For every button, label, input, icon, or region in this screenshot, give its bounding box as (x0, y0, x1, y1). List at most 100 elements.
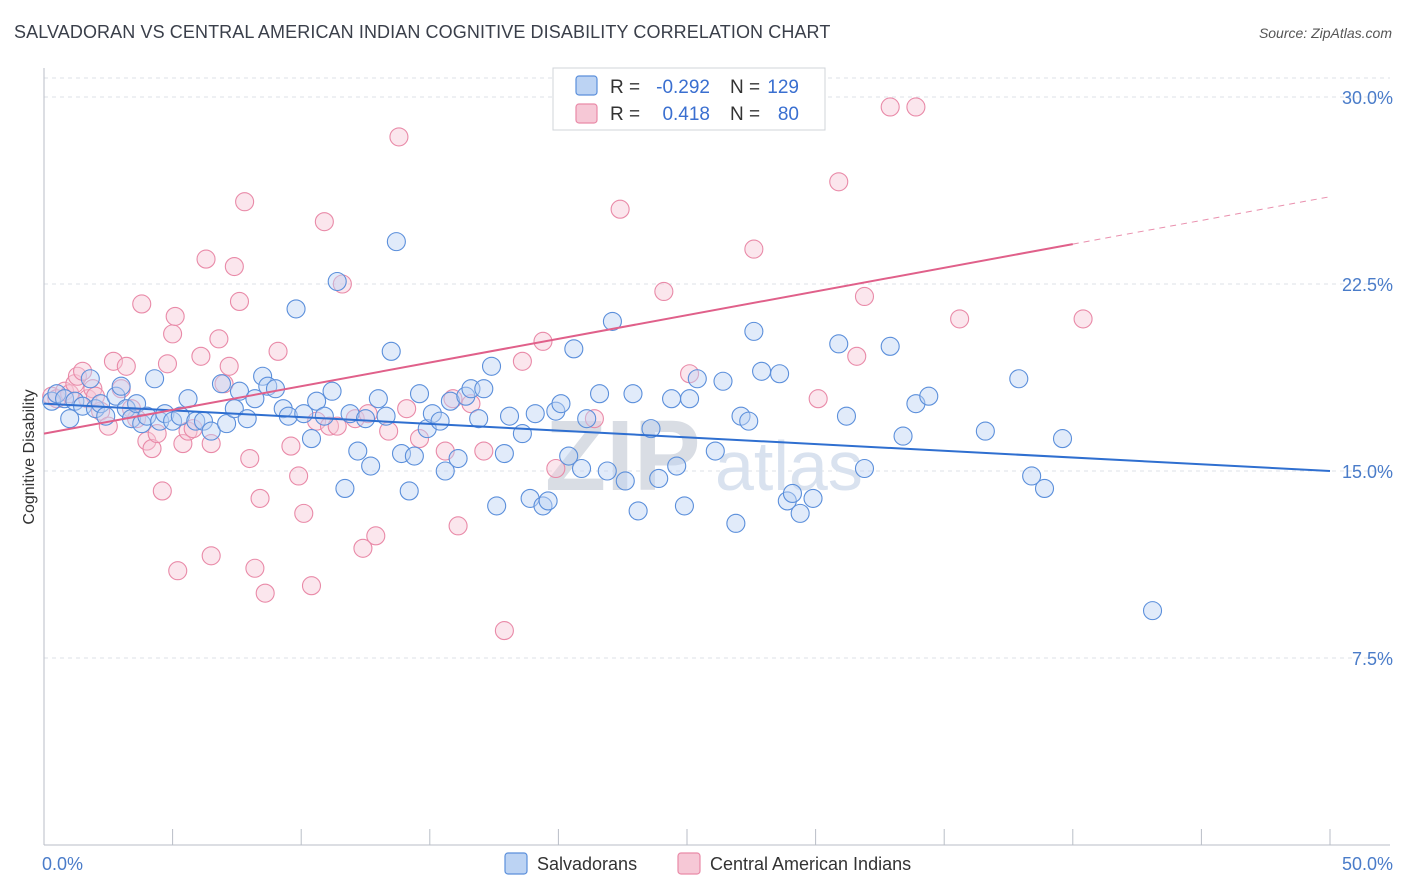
data-point-salvadorans (559, 446, 579, 466)
data-point-salvadorans (680, 389, 700, 409)
series-central-american-indians (42, 97, 1093, 641)
data-point-salvadorans (361, 456, 381, 476)
data-point-central-american-indians (474, 441, 494, 461)
data-point-salvadorans (744, 321, 764, 341)
data-point-salvadorans (782, 483, 803, 503)
x-ticks (43, 829, 1331, 845)
data-point-central-american-indians (229, 291, 250, 312)
data-point-central-american-indians (142, 439, 162, 459)
data-point-central-american-indians (584, 409, 604, 429)
data-point-central-american-indians (366, 526, 386, 546)
data-point-central-american-indians (196, 249, 216, 269)
data-point-central-american-indians (224, 256, 244, 277)
data-point-central-american-indians (235, 192, 255, 212)
data-point-salvadorans (386, 232, 406, 252)
legend-r-label-1: R = (610, 77, 640, 98)
data-point-salvadorans (265, 379, 286, 399)
legend-box (552, 67, 826, 131)
data-point-salvadorans (487, 496, 507, 516)
data-point-central-american-indians (906, 97, 926, 117)
axes (43, 68, 1390, 846)
y-tick-label: 22.5% (1342, 275, 1393, 295)
data-point-salvadorans (713, 371, 733, 391)
data-point-central-american-indians (289, 466, 309, 486)
x-tick-label-max: 50.0% (1342, 854, 1393, 874)
data-point-central-american-indians (201, 546, 221, 566)
data-point-central-american-indians (281, 436, 301, 456)
trend-line-extension-central-american-indians (1072, 196, 1331, 245)
data-point-salvadorans (60, 409, 80, 429)
data-point-salvadorans (145, 369, 165, 389)
data-point-salvadorans (422, 404, 442, 424)
legend-n-value-2: 80 (778, 104, 799, 125)
data-point-central-american-indians (654, 281, 674, 302)
data-point-central-american-indians (829, 172, 849, 192)
data-point-salvadorans (448, 448, 468, 469)
data-point-salvadorans (597, 461, 617, 481)
y-tick-labels: 7.5% 15.0% 22.5% 30.0% (1342, 88, 1393, 669)
data-point-salvadorans (1142, 601, 1163, 621)
data-point-central-american-indians (314, 212, 334, 232)
data-point-salvadorans (564, 339, 584, 359)
data-point-central-american-indians (219, 356, 239, 376)
data-point-salvadorans (253, 366, 273, 386)
data-point-salvadorans (893, 426, 913, 446)
data-point-central-american-indians (152, 481, 172, 501)
y-tick-label: 15.0% (1342, 462, 1393, 482)
data-point-central-american-indians (744, 239, 764, 259)
y-tick-label: 7.5% (1352, 649, 1393, 669)
data-point-central-american-indians (494, 621, 514, 641)
data-point-central-american-indians (55, 381, 75, 401)
data-point-salvadorans (335, 478, 355, 499)
data-point-salvadorans (739, 411, 759, 431)
chart-title: SALVADORAN VS CENTRAL AMERICAN INDIAN CO… (14, 22, 831, 42)
data-point-salvadorans (623, 384, 643, 404)
data-point-salvadorans (571, 458, 592, 479)
bottom-legend-swatch-central-american-indians (677, 852, 701, 875)
data-point-salvadorans (1022, 466, 1042, 486)
data-point-central-american-indians (165, 306, 185, 326)
data-point-salvadorans (590, 384, 610, 404)
data-point-salvadorans (494, 443, 514, 464)
data-point-salvadorans (474, 379, 494, 399)
data-point-central-american-indians (73, 361, 93, 381)
data-point-salvadorans (803, 488, 823, 508)
data-point-salvadorans (499, 406, 520, 426)
data-point-salvadorans (836, 406, 857, 426)
data-point-salvadorans (975, 421, 995, 441)
data-point-central-american-indians (173, 434, 193, 454)
trend-line-central-american-indians (43, 243, 1073, 435)
data-point-salvadorans (430, 411, 450, 431)
data-point-salvadorans (404, 446, 424, 466)
y-axis-title: Cognitive Disability (21, 389, 38, 524)
data-point-salvadorans (399, 481, 419, 501)
data-point-salvadorans (525, 404, 545, 424)
data-point-salvadorans (790, 503, 810, 523)
data-point-central-american-indians (319, 416, 340, 436)
data-point-salvadorans (348, 441, 368, 461)
data-point-central-american-indians (448, 516, 468, 536)
data-point-central-american-indians (250, 488, 270, 508)
data-point-central-american-indians (255, 583, 275, 603)
data-point-central-american-indians (610, 199, 630, 219)
data-point-salvadorans (649, 468, 669, 489)
correlation-legend: R = -0.292 N = 129 R = 0.418 N = 80 (552, 67, 826, 131)
data-point-salvadorans (829, 334, 849, 354)
data-point-central-american-indians (847, 346, 867, 366)
data-point-central-american-indians (950, 309, 970, 329)
data-point-salvadorans (615, 471, 635, 491)
data-point-salvadorans (662, 389, 682, 409)
data-point-salvadorans (301, 429, 322, 449)
legend-n-label-2: N = (730, 104, 760, 125)
data-point-central-american-indians (132, 294, 152, 314)
data-point-central-american-indians (301, 576, 322, 596)
data-point-salvadorans (674, 496, 694, 516)
data-point-salvadorans (577, 409, 597, 429)
data-point-salvadorans (286, 299, 306, 319)
data-point-salvadorans (237, 409, 257, 429)
data-point-salvadorans (80, 369, 100, 389)
data-point-central-american-indians (294, 503, 314, 523)
data-point-salvadorans (327, 271, 347, 292)
legend-r-label-2: R = (610, 104, 640, 125)
data-point-salvadorans (602, 311, 622, 331)
